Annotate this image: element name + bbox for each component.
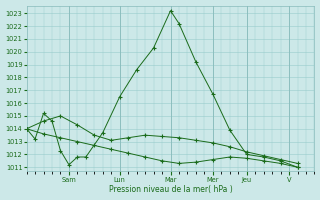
X-axis label: Pression niveau de la mer( hPa ): Pression niveau de la mer( hPa ) bbox=[109, 185, 232, 194]
